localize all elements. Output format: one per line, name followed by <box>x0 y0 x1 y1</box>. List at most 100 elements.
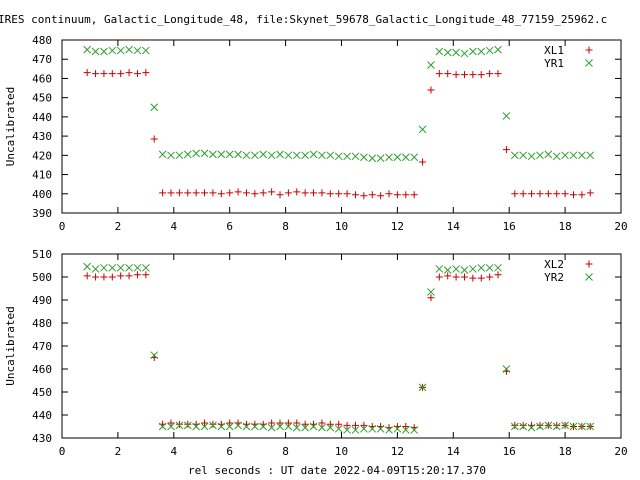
data-point <box>201 419 209 427</box>
data-point <box>251 422 259 431</box>
y-tick-label: 430 <box>32 432 52 445</box>
data-point <box>209 421 217 430</box>
data-point <box>452 48 460 57</box>
data-point <box>335 190 343 198</box>
data-point <box>569 151 578 160</box>
data-point <box>401 426 410 434</box>
data-point <box>452 265 460 273</box>
x-tick-label: 18 <box>558 445 571 458</box>
data-point <box>486 273 494 281</box>
data-point <box>418 125 427 134</box>
data-point <box>159 189 167 197</box>
data-point <box>393 153 402 162</box>
data-point <box>368 424 377 433</box>
data-point <box>435 273 443 281</box>
data-point <box>334 424 343 433</box>
data-point <box>284 151 293 160</box>
data-point <box>393 424 402 433</box>
data-point <box>167 189 175 197</box>
data-point <box>150 103 159 112</box>
data-point <box>259 150 268 159</box>
data-point <box>536 190 544 198</box>
data-point <box>586 151 595 160</box>
data-point <box>209 150 217 159</box>
data-point <box>418 383 427 392</box>
data-point <box>100 47 108 56</box>
data-point <box>259 422 268 431</box>
data-point <box>83 69 91 77</box>
data-point <box>83 272 91 280</box>
y-tick-label: 450 <box>32 92 52 105</box>
data-point <box>419 158 427 166</box>
data-point <box>561 151 569 160</box>
data-point <box>443 266 452 274</box>
data-point <box>444 272 452 280</box>
data-point <box>301 423 310 432</box>
legend-marker <box>585 59 593 67</box>
data-point <box>578 151 586 160</box>
x-tick-label: 16 <box>503 220 516 233</box>
series-xl1 <box>83 69 594 200</box>
y-tick-label: 440 <box>32 111 52 124</box>
data-point <box>351 191 359 199</box>
data-point <box>175 189 183 197</box>
data-point <box>309 150 318 159</box>
data-point <box>528 190 536 198</box>
panel-bottom: 430 440 450 460 470 480 490 500 510 0 2 4 6 8 10 12 14 16… <box>4 248 628 458</box>
data-point <box>117 70 125 78</box>
data-point <box>141 46 150 55</box>
data-point <box>192 189 200 197</box>
data-point <box>360 421 368 429</box>
data-point <box>183 421 192 430</box>
x-tick-label: 0 <box>59 445 66 458</box>
data-point <box>343 426 351 434</box>
data-point <box>83 262 92 271</box>
data-point <box>326 151 335 160</box>
y-tick-label: 400 <box>32 188 52 201</box>
data-point <box>385 426 393 434</box>
data-point <box>108 263 117 272</box>
y-tick-label: 470 <box>32 53 52 66</box>
series-yr1 <box>83 45 595 163</box>
data-point <box>544 421 553 430</box>
data-point <box>552 152 561 161</box>
data-point <box>569 422 578 431</box>
data-point <box>259 189 267 197</box>
data-point <box>544 150 553 159</box>
x-tick-label: 6 <box>226 445 233 458</box>
data-point <box>443 48 452 57</box>
chart-title: IRES continuum, Galactic_Longitude_48, f… <box>0 13 607 26</box>
data-point <box>561 421 569 430</box>
data-point <box>578 191 586 199</box>
data-point <box>184 420 192 428</box>
y-tick-label: 500 <box>32 271 52 284</box>
data-point <box>402 423 410 430</box>
data-point <box>200 149 209 158</box>
data-point <box>108 46 117 55</box>
y-tick-label: 430 <box>32 130 52 143</box>
data-point <box>502 146 510 154</box>
data-point <box>167 422 175 431</box>
data-point <box>276 191 284 199</box>
data-point <box>326 423 335 432</box>
data-point <box>141 263 150 272</box>
data-point <box>519 151 528 160</box>
data-point <box>510 151 519 160</box>
data-point <box>209 189 217 197</box>
y-tick-label: 460 <box>32 363 52 376</box>
data-point <box>133 271 141 279</box>
data-point <box>267 423 276 432</box>
data-point <box>117 272 125 280</box>
data-point <box>309 422 318 431</box>
data-point <box>217 422 226 431</box>
data-point <box>410 153 419 162</box>
data-point <box>108 70 116 78</box>
data-point <box>225 422 234 431</box>
legend-marker <box>585 46 593 54</box>
data-point <box>536 422 544 431</box>
data-point <box>553 421 561 429</box>
data-point <box>150 135 158 143</box>
x-axis-label: rel seconds : UT date 2022-04-09T15:20:1… <box>188 464 486 477</box>
data-point <box>477 274 485 282</box>
data-point <box>452 71 460 79</box>
